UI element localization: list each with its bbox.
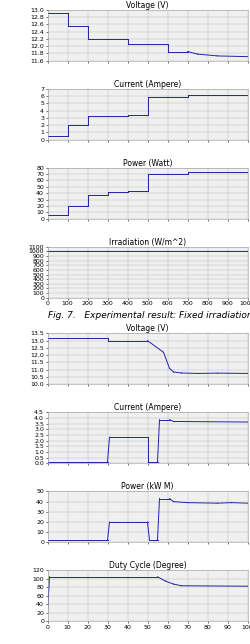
Title: Power (kW M): Power (kW M)	[121, 482, 174, 491]
Title: Voltage (V): Voltage (V)	[126, 325, 169, 333]
Title: Power (Watt): Power (Watt)	[123, 158, 172, 167]
Title: Duty Cycle (Degree): Duty Cycle (Degree)	[109, 562, 186, 571]
Title: Voltage (V): Voltage (V)	[126, 1, 169, 10]
Title: Current (Ampere): Current (Ampere)	[114, 403, 181, 412]
Text: Fig. 7.   Experimental result: Fixed irradiation (1 Sun), varying load.: Fig. 7. Experimental result: Fixed irrad…	[48, 311, 250, 320]
Title: Current (Ampere): Current (Ampere)	[114, 80, 181, 89]
Title: Irradiation (W/m^2): Irradiation (W/m^2)	[109, 238, 186, 247]
